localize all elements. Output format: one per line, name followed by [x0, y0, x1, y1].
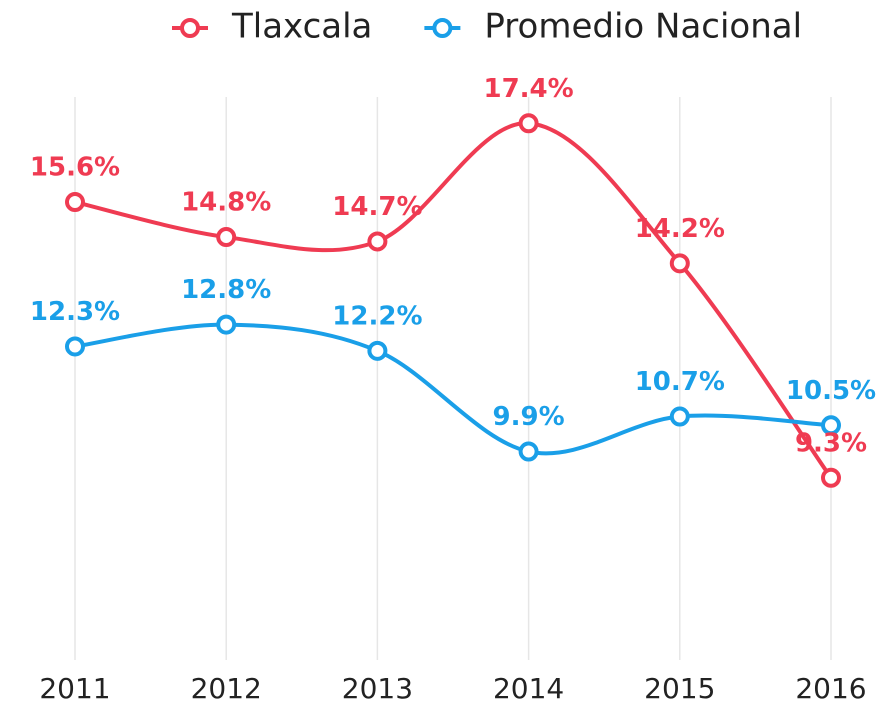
series-line	[74, 322, 832, 456]
x-tick-label: 2016	[795, 672, 866, 705]
data-label: 9.9%	[493, 402, 565, 432]
data-label: 12.3%	[30, 297, 120, 327]
legend-marker	[180, 18, 200, 38]
x-tick-label: 2012	[191, 672, 262, 705]
point	[518, 441, 539, 462]
legend-label: Promedio Nacional	[484, 7, 802, 47]
legend-marker	[432, 18, 453, 38]
point	[367, 340, 388, 361]
x-tick-label: 2011	[39, 672, 110, 705]
data-label: 10.7%	[635, 367, 725, 397]
point	[367, 231, 388, 252]
point	[669, 253, 690, 274]
point	[65, 192, 85, 213]
legend-label: Tlaxcala	[231, 7, 372, 47]
point	[821, 467, 841, 488]
data-label: 15.6%	[30, 153, 120, 183]
data-label: 12.8%	[181, 275, 271, 305]
point	[216, 314, 237, 335]
data-label: 14.2%	[635, 214, 725, 244]
point	[518, 113, 539, 134]
data-label: 17.4%	[483, 74, 573, 104]
x-tick-label: 2014	[493, 672, 564, 705]
data-label: 12.2%	[332, 301, 422, 331]
x-tick-label: 2015	[644, 672, 715, 705]
point	[821, 415, 841, 436]
point	[65, 336, 85, 357]
data-label: 10.5%	[786, 376, 876, 406]
data-label: 9.3%	[795, 428, 867, 458]
point	[669, 406, 690, 427]
point	[216, 227, 237, 248]
data-label: 14.8%	[181, 188, 271, 218]
x-tick-label: 2013	[342, 672, 413, 705]
data-label: 14.7%	[332, 192, 422, 222]
